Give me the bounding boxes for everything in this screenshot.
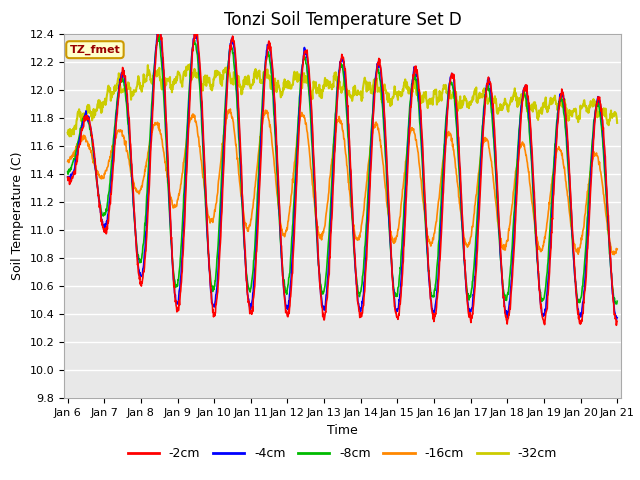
Y-axis label: Soil Temperature (C): Soil Temperature (C) — [11, 152, 24, 280]
X-axis label: Time: Time — [327, 424, 358, 437]
Title: Tonzi Soil Temperature Set D: Tonzi Soil Temperature Set D — [223, 11, 461, 29]
Legend: -2cm, -4cm, -8cm, -16cm, -32cm: -2cm, -4cm, -8cm, -16cm, -32cm — [123, 442, 562, 465]
Text: TZ_fmet: TZ_fmet — [70, 45, 120, 55]
